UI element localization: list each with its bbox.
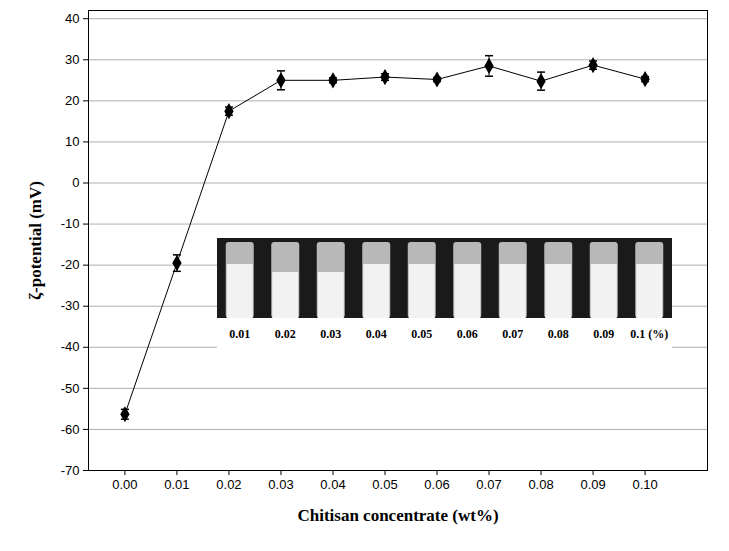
svg-text:0.01: 0.01 (229, 327, 250, 341)
svg-text:10: 10 (65, 134, 79, 149)
svg-text:0.1 (%): 0.1 (%) (630, 327, 668, 341)
svg-text:20: 20 (65, 93, 79, 108)
svg-text:40: 40 (65, 11, 79, 26)
svg-text:0.08: 0.08 (528, 477, 553, 492)
svg-text:-70: -70 (61, 463, 80, 478)
svg-text:-10: -10 (61, 216, 80, 231)
svg-text:0.00: 0.00 (112, 477, 137, 492)
svg-text:Chitisan concentrate (wt%): Chitisan concentrate (wt%) (297, 506, 498, 525)
svg-text:0.05: 0.05 (372, 477, 397, 492)
svg-text:0.02: 0.02 (216, 477, 241, 492)
svg-text:0.10: 0.10 (632, 477, 657, 492)
svg-text:0.09: 0.09 (580, 477, 605, 492)
svg-text:0.08: 0.08 (548, 327, 569, 341)
svg-text:-20: -20 (61, 257, 80, 272)
svg-text:0.07: 0.07 (502, 327, 523, 341)
svg-text:0.07: 0.07 (476, 477, 501, 492)
svg-text:0.03: 0.03 (268, 477, 293, 492)
svg-text:30: 30 (65, 52, 79, 67)
svg-text:0.06: 0.06 (457, 327, 478, 341)
svg-text:-40: -40 (61, 339, 80, 354)
svg-text:0.09: 0.09 (593, 327, 614, 341)
svg-text:-50: -50 (61, 381, 80, 396)
svg-text:0.03: 0.03 (320, 327, 341, 341)
svg-text:0.02: 0.02 (275, 327, 296, 341)
svg-text:0.05: 0.05 (411, 327, 432, 341)
svg-text:ζ-potential (mV): ζ-potential (mV) (26, 181, 45, 300)
svg-text:0.04: 0.04 (366, 327, 387, 341)
svg-text:-30: -30 (61, 298, 80, 313)
svg-text:-60: -60 (61, 422, 80, 437)
svg-text:0.01: 0.01 (164, 477, 189, 492)
svg-text:0: 0 (72, 175, 79, 190)
svg-text:0.04: 0.04 (320, 477, 345, 492)
svg-text:0.06: 0.06 (424, 477, 449, 492)
